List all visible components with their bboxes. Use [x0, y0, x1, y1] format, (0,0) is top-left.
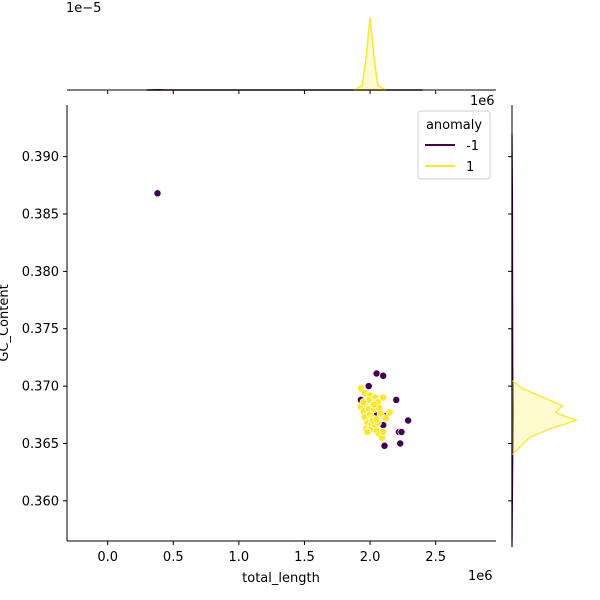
point-anomaly-pos1	[376, 409, 385, 418]
y-tick-label: 0.385	[22, 208, 59, 223]
point-anomaly-neg1	[392, 395, 401, 404]
x-axis-label: total_length	[242, 571, 320, 586]
scatter-points	[153, 189, 413, 450]
y-tick-label: 0.360	[22, 494, 59, 509]
point-anomaly-pos1	[385, 408, 394, 417]
top-marginal-kde	[146, 17, 424, 91]
y-tick-label: 0.380	[22, 265, 59, 280]
top-kde-anomaly-pos1	[353, 17, 387, 91]
x-axis-offset-text: 1e6	[468, 569, 493, 584]
point-anomaly-neg1	[153, 189, 162, 198]
point-anomaly-neg1	[372, 369, 381, 378]
right-marginal-ticks	[508, 156, 512, 502]
point-anomaly-neg1	[364, 382, 373, 391]
point-anomaly-pos1	[363, 428, 372, 436]
legend-title: anomaly	[426, 118, 482, 133]
y-tick-label: 0.390	[22, 150, 59, 165]
point-anomaly-pos1	[381, 414, 390, 423]
legend-label-neg1: -1	[466, 139, 479, 154]
right-marginal-axes: 1e6	[470, 94, 578, 548]
point-anomaly-neg1	[396, 439, 405, 448]
legend: anomaly -1 1	[417, 110, 491, 180]
y-tick-label: 0.365	[22, 437, 59, 452]
y-axis-label: GC_Content	[0, 284, 12, 361]
point-anomaly-neg1	[404, 416, 413, 425]
x-tick-label: 0.0	[97, 550, 118, 565]
x-tick-label: 1.0	[229, 550, 250, 565]
x-tick-label: 2.5	[425, 550, 446, 565]
point-anomaly-pos1	[379, 393, 388, 402]
y-axis-ticks: 0.360 0.365 0.370 0.375 0.380 0.385 0.390	[22, 150, 67, 509]
y-tick-label: 0.375	[22, 322, 59, 337]
right-kde-anomaly-pos1	[511, 379, 578, 456]
point-anomaly-neg1	[380, 441, 389, 450]
point-anomaly-pos1	[379, 428, 388, 436]
point-anomaly-pos1	[359, 398, 368, 407]
point-anomaly-neg1	[379, 371, 388, 380]
main-axes: 0.0 0.5 1.0 1.5 2.0 2.5 0.3600.3650.3700.3750…	[0, 105, 496, 586]
point-anomaly-neg1	[397, 428, 406, 436]
x-tick-label: 0.5	[163, 550, 184, 565]
x-tick-label: 2.0	[360, 550, 381, 565]
right-marginal-offset-text: 1e6	[470, 94, 495, 109]
x-axis-ticks: 0.0 0.5 1.0 1.5 2.0 2.5	[97, 541, 446, 565]
top-marginal-axes: 1e−5	[66, 1, 496, 94]
x-tick-label: 1.5	[294, 550, 315, 565]
point-anomaly-pos1	[372, 415, 381, 424]
y-tick-label: 0.370	[22, 380, 59, 395]
point-anomaly-pos1	[370, 400, 378, 409]
top-marginal-offset-text: 1e−5	[66, 1, 101, 16]
legend-label-pos1: 1	[466, 160, 474, 175]
right-marginal-kde	[511, 133, 578, 548]
top-marginal-ticks	[107, 90, 437, 94]
